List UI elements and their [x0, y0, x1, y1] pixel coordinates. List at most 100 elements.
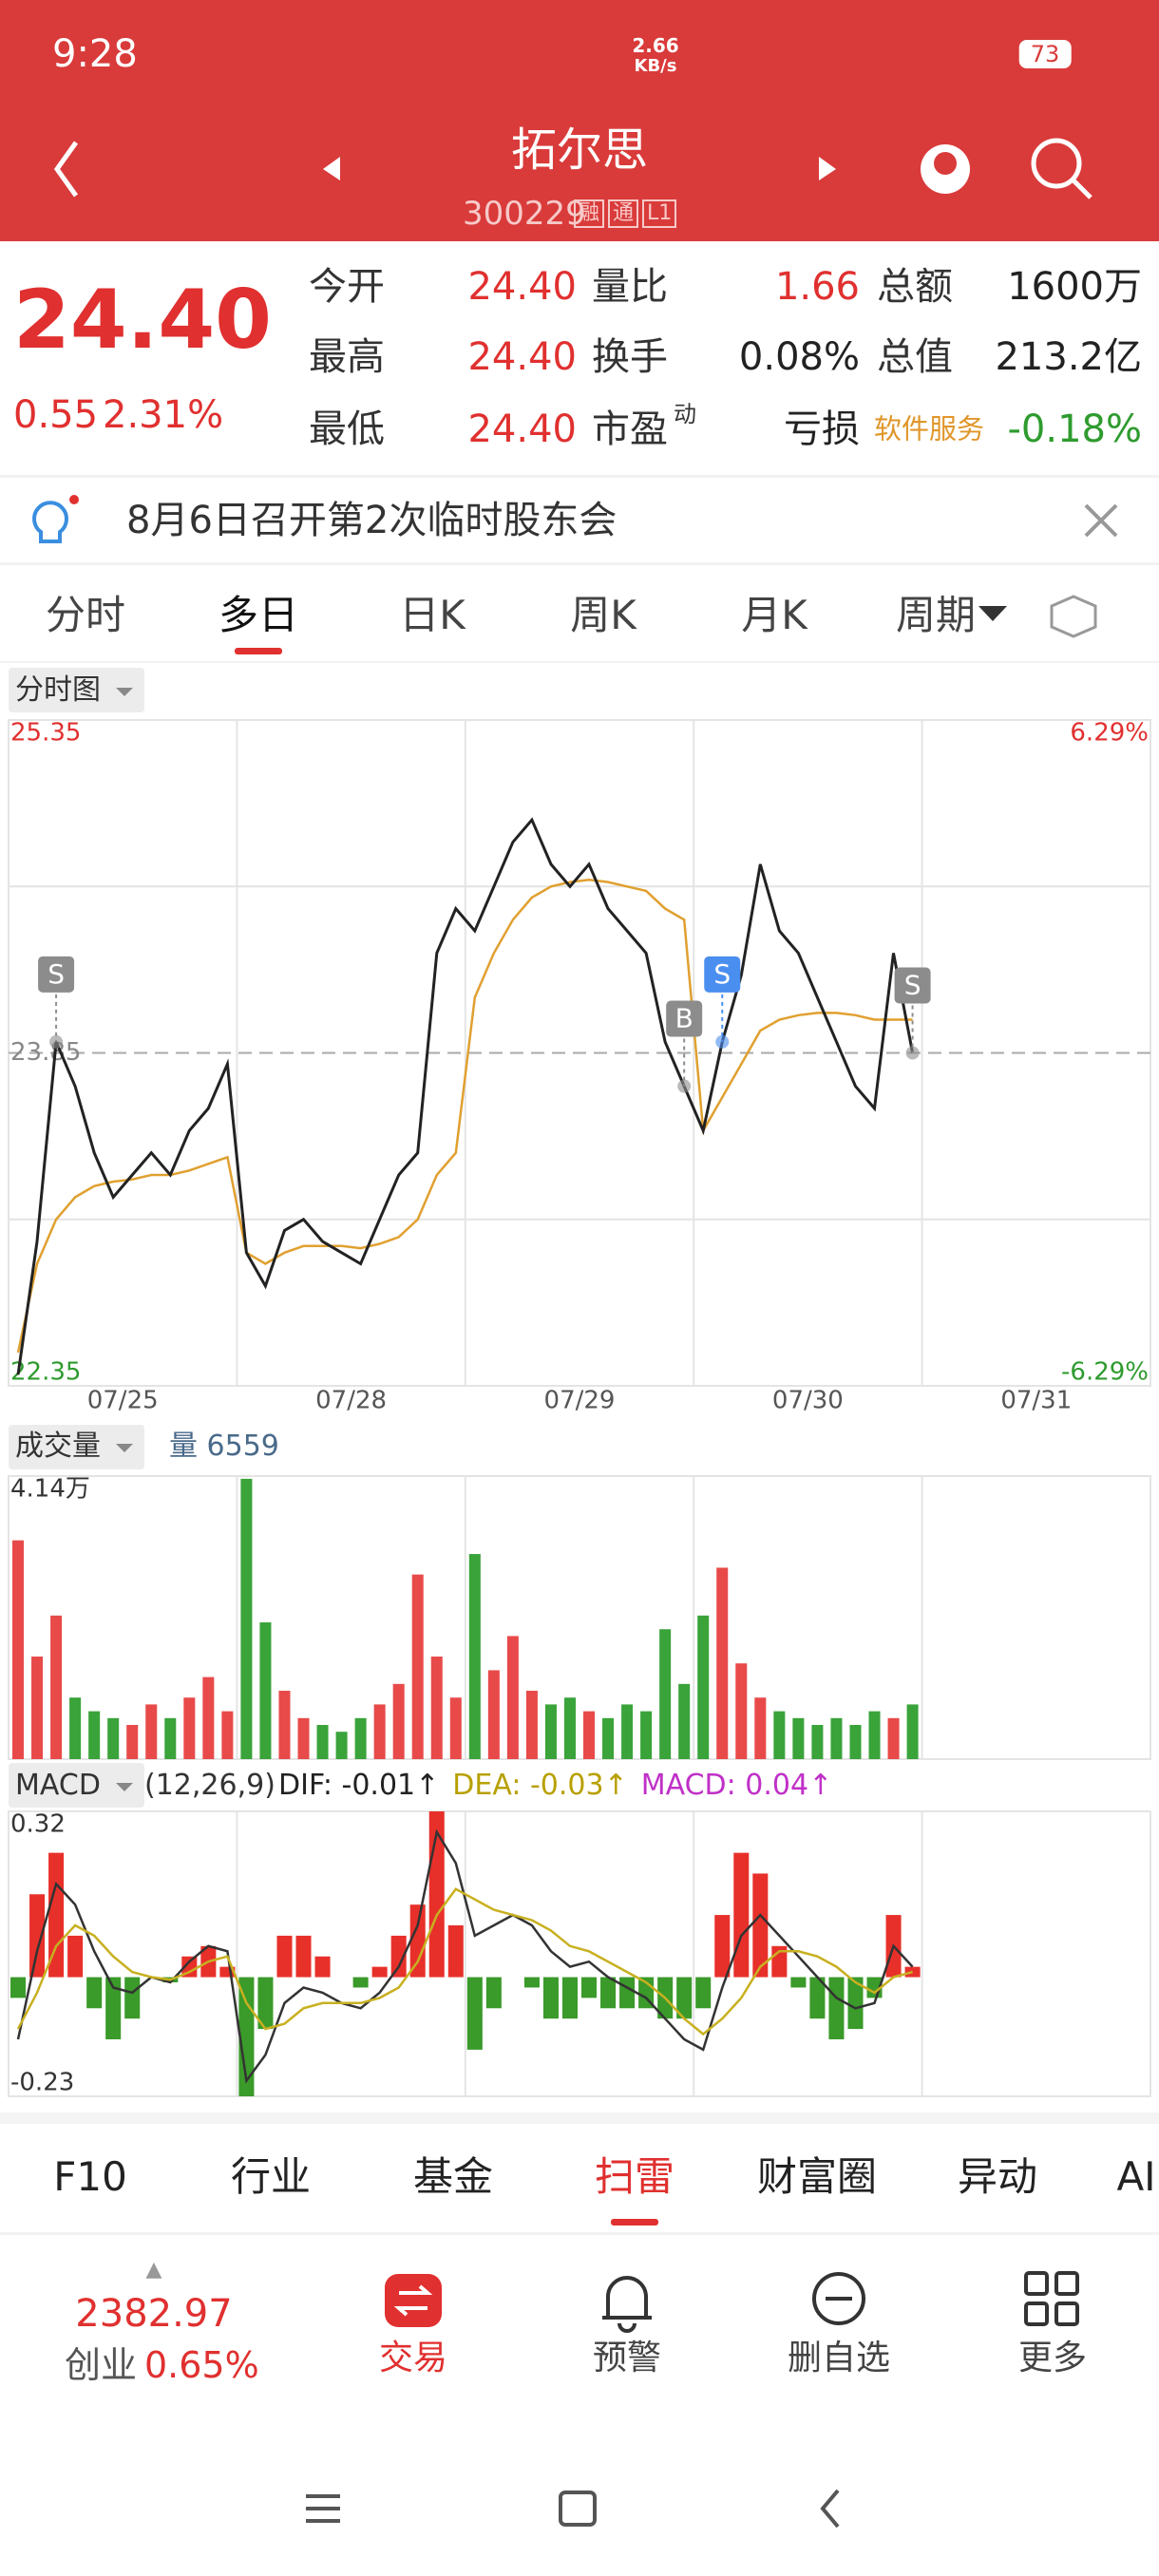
tab-underline — [235, 648, 282, 654]
volume-bar — [621, 1704, 634, 1759]
tab[interactable]: 周期 — [895, 592, 977, 638]
marker-dot — [715, 1034, 730, 1049]
macd-bar — [714, 1915, 731, 1978]
volume-bar — [697, 1615, 710, 1759]
macd-bar — [809, 1977, 826, 2019]
field-value: 1.66 — [774, 265, 860, 309]
tab[interactable]: 日K — [399, 592, 466, 638]
field-value: 213.2亿 — [995, 335, 1142, 379]
field-value: 1600万 — [1007, 265, 1142, 309]
tab[interactable]: 分时 — [45, 592, 126, 638]
x-tick-label: 07/30 — [772, 1387, 844, 1415]
bottom-tab[interactable]: 行业 — [230, 2153, 312, 2200]
bottom-tab[interactable]: F10 — [53, 2153, 127, 2200]
bottom-tab[interactable]: 扫雷 — [594, 2153, 675, 2200]
net-speed: 2.66 — [632, 34, 679, 57]
chart-frame — [8, 1810, 1151, 2097]
field-label: 最低 — [309, 407, 385, 451]
volume-bar — [678, 1683, 691, 1759]
volume-bar — [31, 1657, 44, 1759]
bottom-tab[interactable]: AI — [1116, 2153, 1156, 2200]
volume-bar — [583, 1711, 596, 1759]
volume-bar — [411, 1574, 424, 1759]
tab[interactable]: 月K — [741, 592, 808, 638]
macd-bar — [314, 1956, 331, 1978]
volume-bar — [449, 1697, 462, 1759]
bottom-tab[interactable]: 异动 — [957, 2153, 1038, 2200]
macd-bar — [619, 1977, 636, 2009]
footer-icons — [306, 2271, 1079, 2529]
badge: 融 — [574, 199, 605, 228]
battery: 73 — [1018, 40, 1072, 68]
macd-bar — [276, 1935, 293, 1978]
y-tick-label: 25.35 — [10, 719, 81, 748]
volume-bar — [335, 1732, 348, 1759]
macd-bar — [581, 1977, 598, 1998]
tab-underline — [611, 2219, 658, 2226]
marker-box — [38, 956, 75, 993]
volume-bar — [392, 1683, 405, 1759]
footer-action[interactable]: 更多 — [1017, 2339, 1088, 2377]
x-tick-label: 07/25 — [87, 1387, 159, 1415]
macd-params: (12,26,9) — [144, 1769, 276, 1802]
tab[interactable]: 多日 — [218, 592, 299, 638]
bottom-tab[interactable]: 财富圈 — [756, 2153, 878, 2200]
marker-box — [704, 956, 741, 993]
volume-bar — [468, 1554, 481, 1759]
settings-icon[interactable] — [1050, 595, 1097, 638]
volume-bar — [240, 1478, 253, 1759]
volume-bar — [602, 1717, 615, 1759]
x-tick-label: 07/29 — [544, 1387, 616, 1415]
marker-dot — [677, 1079, 692, 1093]
x-tick-label: 07/31 — [1000, 1387, 1072, 1415]
stock-code: 300229 — [463, 195, 586, 233]
divider — [0, 475, 1159, 478]
series-line — [16, 878, 913, 1354]
volume-bar — [373, 1704, 386, 1759]
macd-bar — [86, 1977, 103, 2009]
field-value: 亏损 — [784, 407, 860, 451]
header-icons — [53, 138, 1092, 199]
bottom-tab[interactable]: 基金 — [412, 2153, 494, 2200]
field-value: -0.18% — [1007, 407, 1142, 451]
y-tick-label: 22.35 — [10, 1358, 81, 1387]
badge: 通 — [608, 199, 639, 228]
volume-bar — [221, 1711, 234, 1759]
volume-bar — [811, 1725, 824, 1759]
field-label: 今开 — [309, 265, 385, 309]
divider — [0, 562, 1159, 565]
volume-bar — [183, 1697, 196, 1759]
field-label: 总值 — [877, 335, 953, 379]
field-label: 量比 — [592, 265, 668, 309]
tab[interactable]: 周K — [570, 592, 636, 638]
footer-action[interactable]: 预警 — [592, 2339, 662, 2377]
notice-icons — [32, 495, 1118, 543]
macd-title: MACD — [15, 1769, 101, 1802]
volume-bar — [69, 1697, 82, 1759]
macd-bar — [371, 1966, 388, 1978]
volume-bar — [50, 1615, 63, 1759]
macd-bar — [295, 1935, 312, 1978]
macd-bar — [105, 1977, 122, 2039]
volume-bar — [126, 1725, 139, 1759]
field-label: 最高 — [309, 335, 385, 379]
dropdown — [978, 606, 1007, 621]
marker-label: S — [48, 958, 65, 990]
macd-bar — [752, 1873, 769, 1978]
footer-action[interactable]: 删自选 — [787, 2339, 891, 2377]
price: 24.40 — [13, 273, 273, 368]
divider — [0, 2112, 1159, 2124]
marker-box — [894, 967, 931, 1004]
volume-bar — [659, 1629, 672, 1759]
volume-bar — [849, 1725, 862, 1759]
macd-bar — [733, 1852, 750, 1978]
marker-label: B — [675, 1003, 694, 1034]
macd-bar — [181, 1956, 198, 1978]
volume-bar — [354, 1717, 367, 1759]
field-value: 24.40 — [467, 265, 577, 309]
volume-bar — [430, 1657, 443, 1759]
volume-bar — [525, 1691, 538, 1759]
macd-bar — [600, 1977, 617, 2009]
footer-action[interactable]: 交易 — [378, 2339, 448, 2377]
